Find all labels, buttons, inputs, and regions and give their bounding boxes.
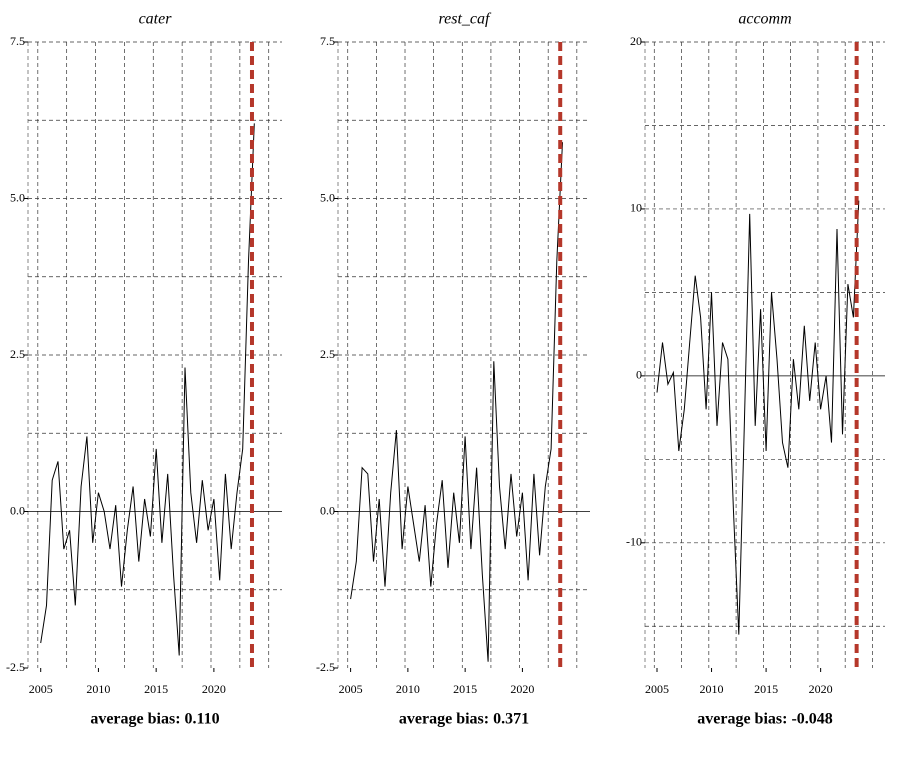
- annotation: average bias: -0.048: [697, 711, 833, 728]
- panel-title: cater: [139, 11, 173, 28]
- y-tick-label: -2.5: [316, 660, 335, 674]
- panel-title: accomm: [738, 11, 791, 28]
- x-tick-label: 2005: [645, 682, 669, 696]
- y-tick-label: 5.0: [10, 190, 25, 204]
- x-tick-label: 2010: [700, 682, 724, 696]
- x-tick-label: 2010: [396, 682, 420, 696]
- x-tick-label: 2005: [339, 682, 363, 696]
- series-line: [656, 200, 860, 635]
- x-tick-label: 2005: [29, 682, 53, 696]
- y-tick-label: 0.0: [320, 503, 335, 517]
- y-tick-label: -2.5: [6, 660, 25, 674]
- y-tick-label: 20: [630, 34, 642, 48]
- panel-title: rest_caf: [439, 11, 493, 28]
- y-tick-label: 7.5: [10, 34, 25, 48]
- x-tick-label: 2010: [86, 682, 110, 696]
- y-tick-label: -10: [626, 535, 642, 549]
- annotation: average bias: 0.371: [399, 711, 529, 728]
- y-tick-label: 7.5: [320, 34, 335, 48]
- y-tick-label: 0: [636, 368, 642, 382]
- x-tick-label: 2020: [202, 682, 226, 696]
- x-tick-label: 2015: [754, 682, 778, 696]
- series-line: [40, 123, 255, 656]
- x-tick-label: 2015: [453, 682, 477, 696]
- series-line: [350, 142, 563, 662]
- y-tick-label: 10: [630, 201, 642, 215]
- x-tick-label: 2020: [809, 682, 833, 696]
- annotation: average bias: 0.110: [90, 711, 219, 728]
- y-tick-label: 5.0: [320, 190, 335, 204]
- y-tick-label: 0.0: [10, 503, 25, 517]
- x-tick-label: 2020: [510, 682, 534, 696]
- y-tick-label: 2.5: [10, 347, 25, 361]
- x-tick-label: 2015: [144, 682, 168, 696]
- y-tick-label: 2.5: [320, 347, 335, 361]
